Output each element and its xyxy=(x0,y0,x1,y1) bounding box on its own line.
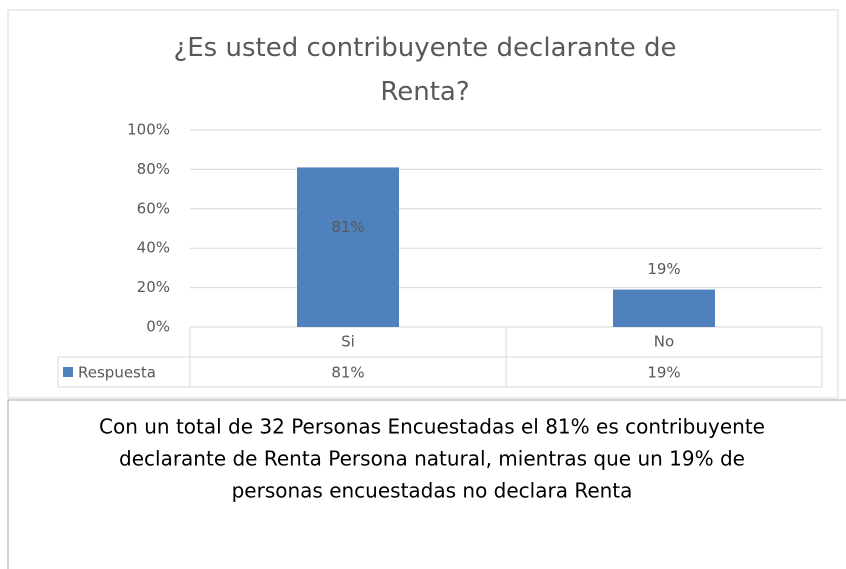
y-tick-label: 80% xyxy=(137,160,170,178)
table-value: 19% xyxy=(647,364,680,382)
x-tick-label: Si xyxy=(341,333,355,351)
y-tick-label: 20% xyxy=(137,278,170,296)
chart-title: ¿Es usted contribuyente declarante de Ren… xyxy=(173,33,676,107)
bar xyxy=(297,167,399,327)
legend-label: Respuesta xyxy=(78,364,156,382)
caption: Con un total de 32 Personas Encuestadas … xyxy=(99,415,765,439)
y-tick-label: 0% xyxy=(146,318,170,336)
legend-swatch xyxy=(63,367,73,377)
x-tick-label: No xyxy=(654,333,674,351)
data-label: 81% xyxy=(331,218,364,236)
caption: declarante de Renta Persona natural, mie… xyxy=(119,447,745,471)
bar xyxy=(613,289,715,327)
table-value: 81% xyxy=(331,364,364,382)
caption: personas encuestadas no declara Renta xyxy=(232,479,633,503)
y-tick-label: 40% xyxy=(137,239,170,257)
chart-frame xyxy=(7,9,839,399)
y-tick-label: 100% xyxy=(127,121,170,139)
y-tick-label: 60% xyxy=(137,199,170,217)
data-label: 19% xyxy=(647,260,680,278)
